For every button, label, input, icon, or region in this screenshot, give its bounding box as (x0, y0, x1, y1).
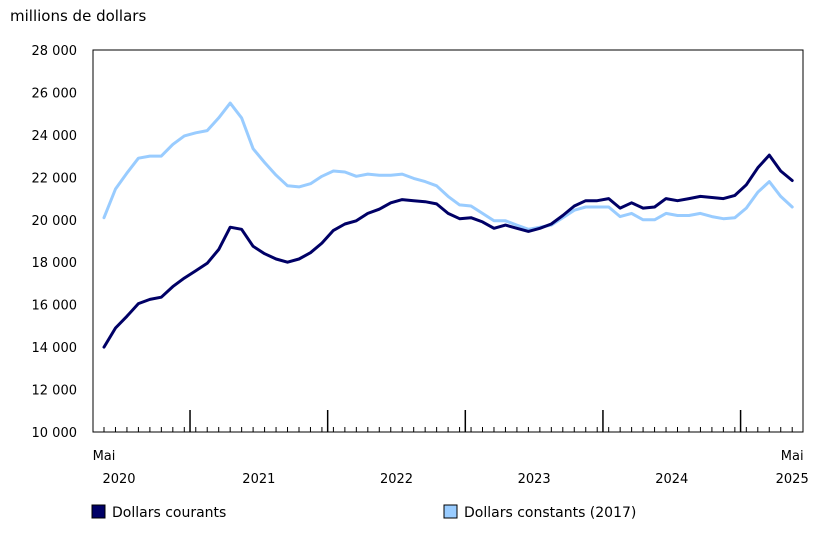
legend-swatch-current-dollars (91, 504, 106, 519)
y-tick-label: 12 000 (32, 384, 78, 399)
y-tick-label: 20 000 (32, 214, 78, 229)
x-year-label: 2020 (102, 472, 135, 487)
y-tick-label: 28 000 (32, 44, 78, 59)
y-tick-label: 16 000 (32, 299, 78, 314)
series-line-constant-dollars (102, 101, 794, 231)
legend: Dollars courants Dollars constants (2017… (91, 504, 636, 521)
y-tick-label: 26 000 (32, 86, 78, 101)
series-line-current-dollars (102, 153, 794, 349)
legend-item-constant-dollars: Dollars constants (2017) (443, 504, 636, 521)
x-year-label: 2021 (242, 472, 275, 487)
legend-label-constant-dollars: Dollars constants (2017) (464, 505, 636, 521)
x-year-label: 2025 (776, 472, 809, 487)
x-year-label: 2023 (518, 472, 551, 487)
y-tick-label: 24 000 (32, 129, 78, 144)
y-tick-label: 14 000 (32, 341, 78, 356)
y-axis-unit-label: millions de dollars (10, 7, 146, 25)
y-tick-label: 22 000 (32, 171, 78, 186)
y-axis: 10 000 12 000 14 000 16 000 18 000 20 000 22 0… (32, 44, 78, 441)
y-tick-label: 10 000 (32, 426, 78, 441)
x-month-label: Mai (93, 449, 116, 464)
legend-label-current-dollars: Dollars courants (112, 505, 226, 521)
x-year-label: 2024 (655, 472, 688, 487)
x-axis: Mai Mai 2020 2021 2022 2023 2024 2025 (93, 410, 809, 487)
legend-item-current-dollars: Dollars courants (91, 504, 226, 521)
x-year-label: 2022 (380, 472, 413, 487)
series-lines (102, 101, 794, 349)
plot-frame (92, 49, 804, 433)
y-tick-label: 18 000 (32, 256, 78, 271)
legend-swatch-constant-dollars (443, 504, 458, 519)
x-month-label: Mai (781, 449, 804, 464)
